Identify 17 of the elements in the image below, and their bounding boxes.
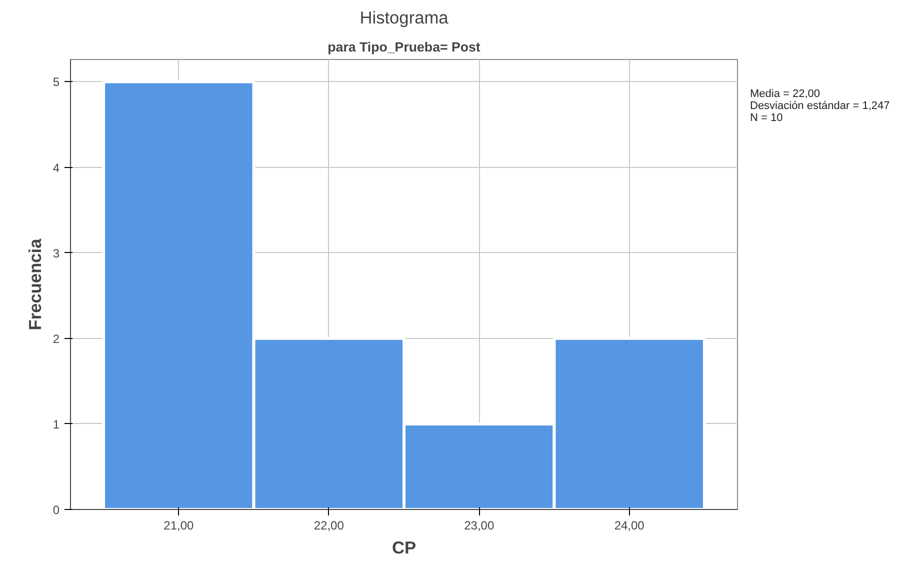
y-tick-label: 0 <box>52 503 60 517</box>
text: Desviación estándar = 1,247 <box>750 100 890 112</box>
y-tick-label: 5 <box>52 75 60 90</box>
y-tick-label: 1 <box>52 417 60 432</box>
x-axis-title: CP <box>392 538 416 558</box>
y-axis-title: Frecuencia <box>24 238 45 330</box>
y-tick-label: 3 <box>52 246 60 260</box>
chart-subtitle: para Tipo_Prueba= Post <box>328 40 481 54</box>
y-tick-label: 4 <box>52 160 60 175</box>
y-tick-label: 2 <box>52 332 60 346</box>
chart-title: Histograma <box>360 8 449 28</box>
text: N = 10 <box>750 112 783 124</box>
x-tick-label: 23,00 <box>464 518 494 532</box>
text: Media = 22,00 <box>750 88 820 100</box>
x-tick-label: 21,00 <box>164 518 194 532</box>
x-tick-label: 22,00 <box>314 518 344 532</box>
x-tick-label: 24,00 <box>614 518 645 532</box>
